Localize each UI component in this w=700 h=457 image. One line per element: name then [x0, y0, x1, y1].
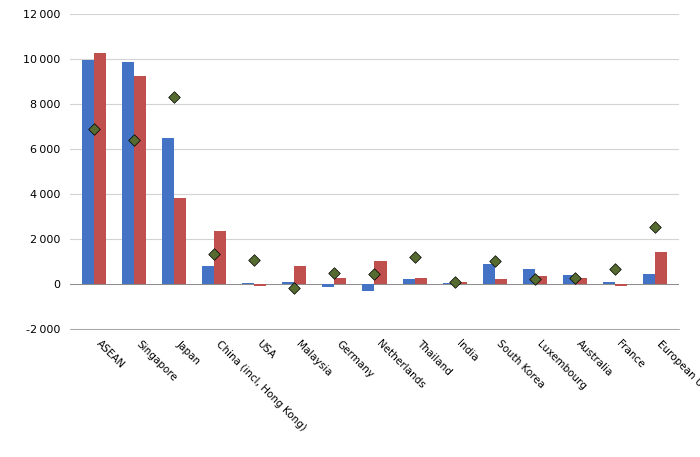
2019 [329, 269, 340, 276]
Bar [162, 138, 174, 284]
Bar [174, 198, 186, 284]
Bar [214, 231, 226, 284]
Bar [94, 53, 106, 284]
Bar [323, 284, 335, 287]
2019 [248, 257, 260, 264]
Bar [202, 266, 214, 284]
Bar [615, 284, 627, 286]
Bar [242, 283, 254, 284]
Bar [414, 278, 426, 284]
2019 [609, 266, 620, 273]
Bar [295, 266, 307, 284]
Bar [495, 280, 507, 284]
Bar [363, 284, 375, 291]
Bar [523, 269, 535, 284]
Bar [603, 282, 615, 284]
Bar [402, 280, 414, 284]
Bar [454, 282, 467, 284]
2019 [650, 223, 661, 230]
2019 [169, 93, 180, 101]
Bar [134, 76, 146, 284]
2019 [209, 250, 220, 257]
2019 [289, 285, 300, 292]
2019 [449, 278, 460, 285]
Bar [254, 284, 266, 286]
Bar [122, 62, 134, 284]
Bar [643, 274, 655, 284]
Bar [575, 278, 587, 284]
Bar [483, 264, 495, 284]
Bar [442, 283, 454, 284]
Bar [563, 275, 575, 284]
2019 [409, 253, 420, 260]
Bar [374, 261, 386, 284]
2019 [88, 125, 99, 132]
Bar [535, 276, 547, 284]
Bar [655, 252, 667, 284]
Bar [282, 282, 295, 284]
2019 [569, 275, 580, 282]
2019 [129, 136, 140, 143]
Bar [82, 60, 94, 284]
2019 [489, 258, 500, 265]
Bar [335, 278, 346, 284]
2019 [529, 276, 540, 283]
2019 [369, 270, 380, 277]
Legend: 2019, Moyenne 2011-2014, Moyenne 2015-2018: 2019, Moyenne 2011-2014, Moyenne 2015-20… [193, 455, 556, 457]
